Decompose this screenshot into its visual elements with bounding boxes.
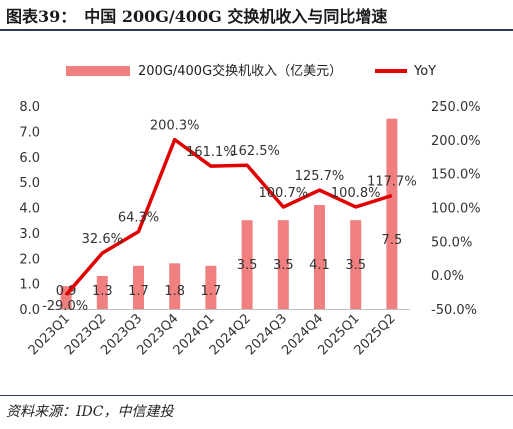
- y-left-tick-label: 5.0: [19, 176, 40, 191]
- bar-revenue: [314, 204, 325, 309]
- bar-revenue: [205, 265, 217, 309]
- bar-value-label: 3.5: [345, 258, 366, 273]
- yoy-line: [64, 137, 393, 296]
- chart: 200G/400G交换机收入（亿美元） YoY 0.0 1.0 2.0 3.0 4.0 5.0…: [19, 63, 481, 358]
- legend-swatch-revenue: [66, 66, 130, 76]
- y-left-tick-label: 8.0: [19, 100, 40, 115]
- yoy-value-label: 161.1%: [186, 145, 236, 160]
- yoy-value-label: 64.3%: [118, 211, 159, 226]
- figure-title: 图表39： 中国 200G/400G 交换机收入与同比增速: [6, 7, 388, 26]
- y-right-tick-label: 150.0%: [431, 168, 481, 183]
- bar-value-label: 3.5: [273, 258, 294, 273]
- bar-value-label: 1.3: [92, 284, 113, 299]
- bar-revenue: [277, 220, 289, 309]
- bar-revenue: [60, 286, 72, 309]
- y-left-tick-label: 6.0: [19, 151, 40, 166]
- yoy-value-label: 100.7%: [259, 186, 309, 201]
- source-note: 资料来源：IDC，中信建投: [6, 404, 174, 420]
- bar-revenue: [169, 263, 181, 309]
- title-rule: [0, 29, 513, 31]
- legend-label-revenue: 200G/400G交换机收入（亿美元）: [138, 63, 342, 79]
- bar-value-label: 7.5: [382, 233, 403, 248]
- bar-revenue: [133, 265, 144, 309]
- yoy-value-label: 32.6%: [82, 232, 123, 247]
- y-right-tick-label: 250.0%: [431, 100, 481, 115]
- bar-value-label: 1.7: [201, 284, 222, 299]
- yoy-value-label: 117.7%: [367, 175, 417, 190]
- y-right-tick-label: -50.0%: [431, 303, 477, 318]
- y-right-tick-label: 50.0%: [431, 235, 472, 250]
- yoy-value-label: 125.7%: [295, 169, 345, 184]
- y-left-tick-label: 3.0: [19, 227, 40, 242]
- bar-revenue: [96, 276, 108, 309]
- bar-revenue: [350, 220, 362, 309]
- y-left-tick-label: 0.0: [19, 303, 40, 318]
- y-left-tick-label: 4.0: [19, 202, 40, 217]
- y-left-tick-label: 1.0: [19, 278, 40, 293]
- yoy-value-label: 100.8%: [331, 186, 381, 201]
- bar-value-label: 1.7: [128, 284, 149, 299]
- legend-label-yoy: YoY: [413, 64, 436, 79]
- y-right-tick-label: 200.0%: [431, 134, 481, 149]
- bar-revenue: [241, 220, 253, 309]
- yoy-value-label: 162.5%: [230, 144, 280, 159]
- y-right-tick-label: 0.0%: [431, 269, 464, 284]
- bar-value-label: 1.8: [164, 284, 185, 299]
- bar-value-label: 4.1: [309, 258, 330, 273]
- y-left-tick-label: 2.0: [19, 252, 40, 267]
- yoy-value-label: -29.0%: [42, 299, 88, 314]
- yoy-value-label: 200.3%: [150, 119, 200, 134]
- y-right-tick-label: 100.0%: [431, 202, 481, 217]
- bar-revenue: [386, 118, 398, 309]
- bar-value-label: 3.5: [237, 258, 258, 273]
- source-rule: [0, 395, 513, 396]
- y-left-tick-label: 7.0: [19, 125, 40, 140]
